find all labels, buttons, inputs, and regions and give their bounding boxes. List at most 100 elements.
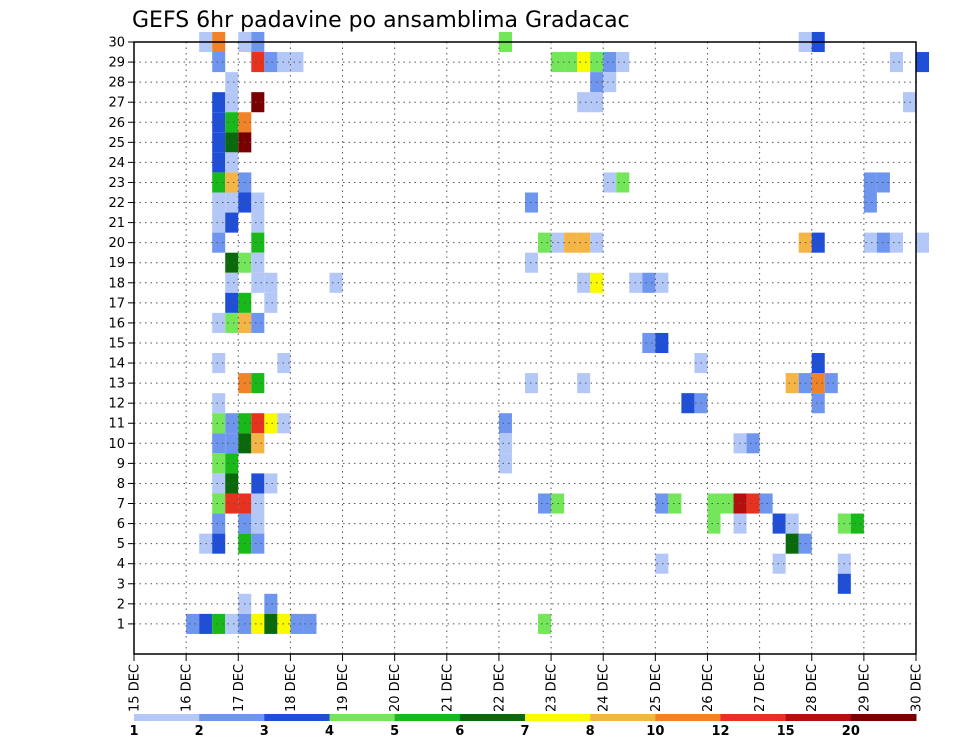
heatmap-cell — [863, 172, 877, 193]
heatmap-cell — [916, 232, 930, 253]
heatmap-cell — [251, 433, 265, 454]
heatmap-cell — [251, 232, 265, 253]
heatmap-cell — [785, 373, 799, 394]
colorbar-label: 6 — [455, 724, 464, 739]
heatmap-cell — [863, 232, 877, 253]
heatmap-cell — [225, 613, 239, 634]
colorbar-label: 1 — [129, 724, 138, 739]
heatmap-cell — [251, 473, 265, 494]
heatmap-cell — [681, 393, 695, 414]
colorbar-swatch — [264, 714, 330, 721]
heatmap-cell — [225, 92, 239, 113]
x-tick-label: 17 DEC — [232, 664, 247, 712]
y-tick-label: 26 — [108, 116, 125, 131]
heatmap-cell — [212, 353, 226, 374]
heatmap-cell — [642, 272, 656, 293]
heatmap-cell — [916, 52, 930, 73]
heatmap-cell — [225, 172, 239, 193]
heatmap-cell — [642, 332, 656, 354]
colorbar-swatch — [134, 714, 200, 721]
heatmap-cell — [889, 52, 903, 73]
heatmap-cell — [225, 413, 239, 434]
heatmap-cell — [850, 513, 864, 534]
x-tick-label: 27 DEC — [753, 664, 768, 712]
heatmap-cell — [212, 393, 226, 414]
heatmap-cell — [212, 312, 226, 333]
x-tick-label: 29 DEC — [857, 664, 872, 712]
x-tick-label: 23 DEC — [545, 664, 560, 712]
heatmap-cell — [525, 192, 539, 213]
colorbar-label: 4 — [325, 724, 334, 739]
heatmap-cell — [264, 593, 278, 614]
y-tick-label: 3 — [117, 577, 125, 592]
heatmap-cell — [225, 473, 239, 494]
heatmap-cell — [212, 52, 226, 73]
heatmap-cell — [251, 92, 265, 113]
y-tick-label: 14 — [108, 357, 125, 372]
heatmap-cell — [720, 493, 734, 514]
heatmap-cell — [498, 413, 512, 434]
y-tick-label: 19 — [108, 256, 125, 271]
heatmap-cell — [212, 232, 226, 253]
y-tick-label: 4 — [117, 557, 125, 572]
heatmap-cell — [212, 453, 226, 474]
heatmap-cell — [225, 292, 239, 313]
y-tick-label: 11 — [108, 417, 125, 432]
colorbar-swatch — [525, 714, 591, 721]
heatmap-cell — [655, 332, 669, 354]
heatmap-cell — [251, 533, 265, 554]
x-tick-label: 25 DEC — [649, 664, 664, 712]
heatmap-cell — [290, 613, 304, 634]
heatmap-cell — [329, 272, 343, 293]
heatmap-cell — [264, 473, 278, 494]
x-axis: 15 DEC 16 DEC 17 DEC 18 DEC 19 DEC 20 DEC 21 D… — [128, 654, 925, 712]
heatmap-cell — [603, 172, 617, 193]
heatmap-cell — [251, 272, 265, 293]
heatmap-cell — [498, 453, 512, 474]
heatmap-cell — [772, 513, 786, 534]
colorbar-swatch — [590, 714, 656, 721]
heatmap-cell — [707, 513, 721, 534]
heatmap-cell — [264, 272, 278, 293]
y-tick-label: 5 — [117, 537, 125, 552]
heatmap-cell — [251, 312, 265, 333]
colorbar-swatch — [785, 714, 852, 721]
heatmap-cell — [212, 132, 226, 153]
y-tick-label: 13 — [108, 377, 125, 392]
heatmap-cell — [225, 72, 239, 93]
heatmap-cell — [212, 413, 226, 434]
x-tick-label: 24 DEC — [597, 664, 612, 712]
heatmap-cell — [746, 493, 760, 514]
heatmap-cell — [746, 433, 760, 454]
y-tick-label: 9 — [117, 457, 125, 472]
y-tick-label: 21 — [108, 216, 125, 231]
heatmap-cell — [264, 613, 278, 634]
heatmap-cell — [785, 513, 799, 534]
y-tick-label: 30 — [108, 36, 125, 51]
heatmap-cell — [225, 152, 239, 173]
colorbar-swatch — [655, 714, 721, 721]
heatmap-cell — [538, 613, 552, 634]
x-tick-label: 20 DEC — [388, 664, 403, 712]
y-tick-label: 10 — [108, 437, 125, 452]
y-tick-label: 15 — [108, 336, 125, 351]
colorbar-label: 2 — [195, 724, 204, 739]
y-tick-label: 24 — [108, 156, 125, 171]
y-tick-label: 25 — [108, 136, 125, 151]
heatmap-cell — [655, 553, 669, 574]
heatmap-cell — [525, 252, 539, 273]
heatmap-cell — [264, 413, 278, 434]
heatmap-cell — [538, 232, 552, 253]
colorbar-label: 12 — [711, 724, 729, 739]
colorbar-legend: 1 2 3 4 5 6 7 8 10 12 15 20 — [129, 714, 917, 739]
y-tick-label: 6 — [117, 517, 125, 532]
colorbar-label: 10 — [646, 724, 664, 739]
heatmap-cell — [655, 272, 669, 293]
colorbar-swatch — [850, 714, 917, 721]
heatmap-cell — [212, 473, 226, 494]
y-tick-label: 2 — [117, 597, 125, 612]
heatmap-cell — [212, 92, 226, 113]
y-tick-label: 12 — [108, 397, 125, 412]
heatmap-cell — [603, 72, 617, 93]
